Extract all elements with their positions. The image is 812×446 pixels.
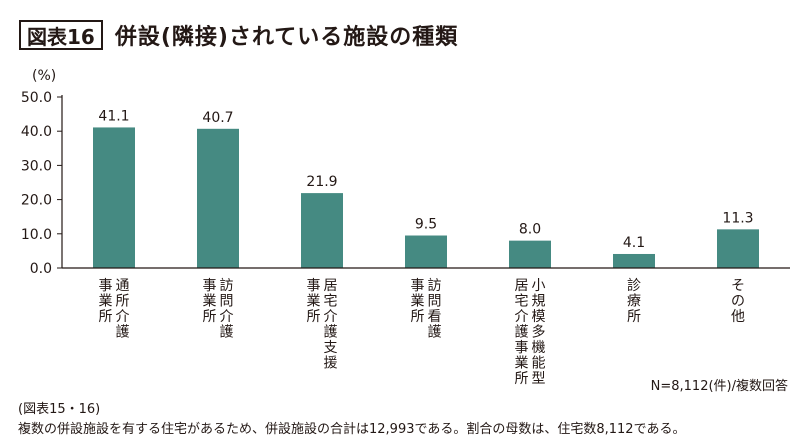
y-axis-label: (%) [32,68,56,84]
value-label: 21.9 [306,174,337,190]
category-label-line: 事業所 [307,278,321,325]
bar [197,128,239,268]
category-label-line: 訪問看護 [428,278,442,341]
value-label: 41.1 [98,108,129,124]
value-label: 4.1 [623,235,645,251]
bar [301,193,343,268]
category-label-line: その他 [731,278,745,325]
category-label: その他 [731,278,745,325]
bar [613,253,655,268]
category-label: 診療所 [627,278,641,325]
y-tick-label: 50.0 [21,90,52,106]
category-label-line: 診療所 [627,278,641,325]
chart-title: 併設(隣接)されている施設の種類 [114,25,459,50]
category-label-line: 通所介護 [116,278,130,341]
bar [717,229,759,268]
category-label-line: 居宅介護事業所 [515,278,529,387]
category-label-line: 居宅介護支援 [324,278,338,372]
category-label-line: 事業所 [99,278,113,325]
source-note: (図表15・16) [18,402,101,417]
x-axis-labels: 通所介護事業所訪問介護事業所居宅介護支援事業所訪問看護事業所小規模多機能型居宅介… [99,278,746,387]
category-label-line: 事業所 [411,278,425,325]
sample-note: N=8,112(件)/複数回答 [650,379,788,394]
y-tick-label: 40.0 [21,124,52,140]
category-label-line: 事業所 [203,278,217,325]
category-label-line: 訪問介護 [220,278,234,341]
value-label: 8.0 [519,222,541,238]
bars [93,127,759,268]
bar [405,235,447,268]
bar [509,240,551,268]
y-axis-ticks: 50.0 40.0 30.0 20.0 10.0 0.0 [21,90,62,277]
y-tick-label: 10.0 [21,227,52,243]
figure-label: 図表16 [19,20,103,50]
category-label-line: 小規模多機能型 [532,278,546,387]
value-label: 40.7 [202,110,233,126]
value-labels: 41.1 40.7 21.9 9.5 8.0 4.1 11.3 [98,108,753,251]
y-tick-label: 20.0 [21,193,52,209]
y-tick-label: 30.0 [21,158,52,174]
title-row: 図表16 併設(隣接)されている施設の種類 [19,18,458,52]
value-label: 11.3 [722,210,753,226]
value-label: 9.5 [415,217,437,233]
footnote: 複数の併設施設を有する住宅があるため、併設施設の合計は12,993である。割合の… [18,422,686,437]
bar [93,127,135,268]
y-tick-label: 0.0 [30,261,52,277]
